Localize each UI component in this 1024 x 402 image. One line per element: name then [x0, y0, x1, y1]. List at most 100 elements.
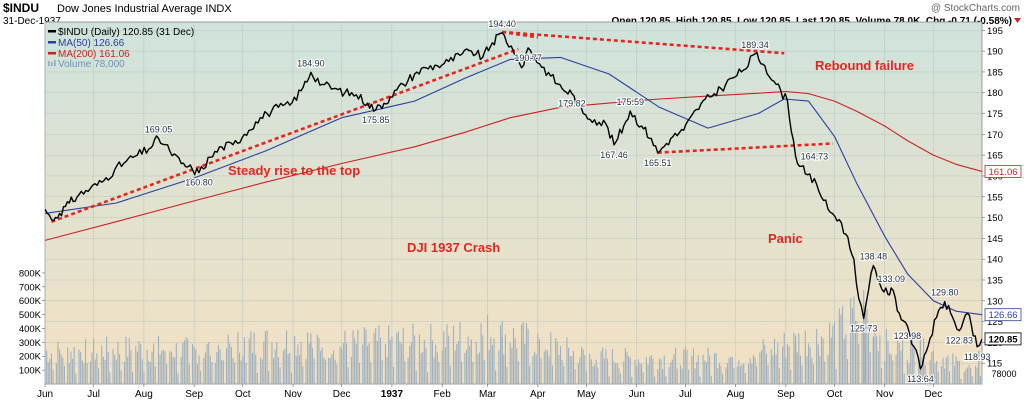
volume-bar [699, 376, 701, 384]
volume-bar [624, 348, 626, 384]
volume-bar [889, 353, 891, 384]
volume-bar [420, 353, 422, 384]
legend-volume: Volume 78,000 [58, 59, 125, 70]
volume-bar [743, 363, 745, 384]
price-data-label: 118.93 [964, 352, 991, 362]
volume-bar [660, 359, 662, 384]
volume-bar [185, 337, 187, 384]
annotation-steady-rise: Steady rise to the top [228, 163, 360, 178]
volume-bar [253, 332, 255, 384]
volume-bar [106, 336, 108, 384]
volume-bar [692, 348, 694, 384]
volume-bar [307, 332, 309, 384]
volume-bar [274, 349, 276, 384]
volume-bar [691, 356, 693, 384]
volume-bar [104, 359, 106, 384]
y-tick-label: 135 [987, 275, 1003, 286]
volume-bar [535, 354, 537, 384]
volume-bar [427, 372, 429, 384]
volume-bar [423, 339, 425, 384]
volume-bar [123, 361, 125, 384]
volume-bar [521, 324, 523, 384]
volume-bar [631, 376, 633, 384]
volume-bar [673, 354, 675, 384]
volume-bar [738, 360, 740, 384]
volume-bar [663, 355, 665, 384]
volume-bar [354, 338, 356, 384]
volume-bar [94, 359, 96, 384]
volume-bar [855, 320, 857, 384]
volume-bar [143, 371, 145, 384]
volume-bar [221, 359, 223, 384]
volume-bar [47, 362, 49, 384]
volume-bar [963, 371, 965, 384]
volume-bar [188, 364, 190, 384]
volume-bar [556, 341, 558, 384]
y-tick-label: 130 [987, 296, 1003, 307]
volume-bar [287, 354, 289, 384]
y-tick-label: 145 [987, 234, 1003, 245]
volume-bar [709, 355, 711, 384]
volume-bar [966, 367, 968, 384]
volume-bar [918, 364, 920, 384]
volume-bar [512, 328, 515, 384]
x-tick-label: Mar [479, 389, 497, 400]
legend-swatch-ma50 [48, 41, 56, 44]
volume-bar [538, 339, 540, 384]
volume-bar [436, 352, 438, 384]
volume-bar [491, 345, 493, 384]
volume-bar [876, 336, 878, 384]
volume-bar [944, 368, 946, 384]
volume-bar [559, 346, 562, 384]
volume-bar [697, 355, 699, 384]
volume-bar [652, 358, 654, 384]
volume-bar [62, 357, 64, 384]
volume-bar [370, 362, 372, 384]
volume-bar [52, 369, 54, 384]
volume-bar [662, 369, 664, 384]
volume-bar [151, 351, 153, 384]
volume-bar [932, 350, 934, 384]
volume-bar [582, 349, 584, 384]
volume-bar [401, 343, 403, 384]
price-data-label: 123.98 [894, 331, 922, 341]
legend: $INDU (Daily) 120.85 (31 Dec) MA(50) 126… [48, 27, 194, 70]
volume-bar [971, 376, 973, 384]
volume-bar [748, 363, 750, 384]
volume-bar [686, 349, 688, 384]
volume-bar [396, 332, 398, 384]
ma200-path [45, 90, 982, 241]
volume-bar [760, 350, 763, 384]
price-data-label: 113.64 [907, 374, 934, 384]
volume-bar [846, 359, 848, 384]
volume-bar [251, 352, 254, 384]
volume-bar [237, 332, 239, 384]
volume-bar [537, 333, 539, 384]
volume-bar [793, 332, 795, 384]
volume-axis-ticks: 100K 200K 300K 400K 500K 600K 700K 800K [19, 268, 45, 377]
volume-bar [367, 345, 369, 384]
y-tick-label: 150 [987, 213, 1003, 224]
volume-bar [333, 350, 335, 384]
volume-bar [313, 358, 315, 384]
volume-bar [649, 356, 651, 384]
volume-bar [809, 347, 811, 384]
volume-bar [853, 296, 855, 384]
volume-bar [397, 331, 399, 384]
volume-bar [524, 343, 526, 384]
price-data-label: 129.80 [931, 288, 959, 298]
volume-bar [545, 349, 547, 384]
volume-bar [261, 359, 263, 384]
volume-bar [478, 352, 481, 384]
volume-bar [250, 331, 252, 384]
volume-bar [704, 360, 706, 384]
y-tick-label: 140 [987, 255, 1003, 266]
legend-swatch-ma200 [48, 52, 56, 55]
volume-bar [164, 351, 166, 384]
volume-bar [764, 345, 766, 384]
volume-bar [245, 363, 247, 384]
volume-bar [362, 344, 364, 384]
volume-bar [786, 344, 789, 384]
volume-bar [389, 339, 391, 384]
